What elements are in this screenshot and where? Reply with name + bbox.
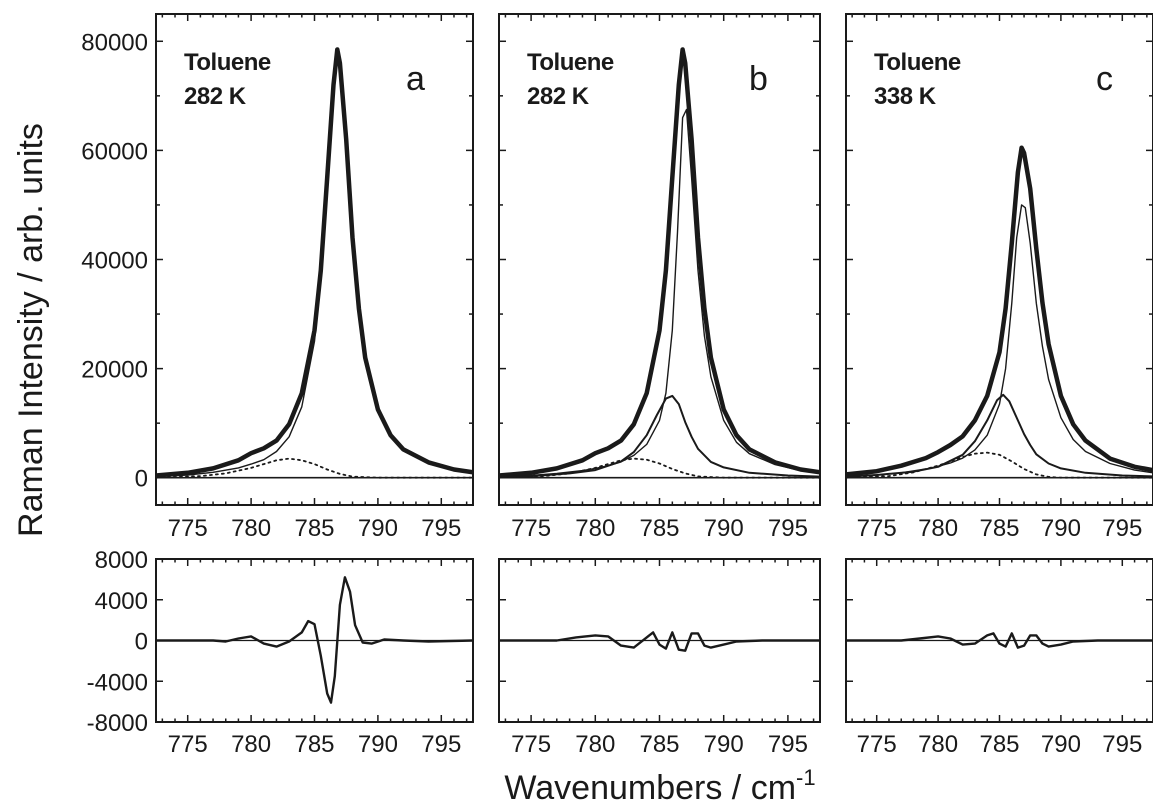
x-tick-label: 775 [857, 515, 897, 542]
panel-b: 775 775 780 780 785 785 790 790 795 795 Toluene 282… [499, 14, 820, 758]
x-tick-label: 785 [294, 515, 334, 542]
x-tick-label: 790 [704, 515, 744, 542]
panel-letter-label: a [406, 60, 425, 98]
x-tick-label: 795 [1102, 515, 1142, 542]
panel-a: 775 775 780 780 785 785 790 790 795 795 0 20000 4000… [81, 14, 473, 758]
series-line-bold [156, 50, 473, 476]
x-tick-label: 785 [979, 515, 1019, 542]
main-curves [499, 50, 820, 478]
x-tick-label: 790 [1041, 515, 1081, 542]
x-axis-title-superscript: -1 [796, 765, 816, 790]
x-tick-label: 790 [704, 731, 744, 758]
series-line-medium [499, 396, 820, 477]
x-tick-label: 780 [575, 731, 615, 758]
y-tick-label: 60000 [81, 138, 148, 165]
x-tick-label: 795 [1102, 731, 1142, 758]
x-tick-label: 775 [168, 731, 208, 758]
y-axis-title: Raman Intensity / arb. units [12, 123, 50, 537]
x-tick-label: 790 [1041, 731, 1081, 758]
series-line-thin [499, 110, 820, 477]
residual-curves [499, 632, 820, 650]
main-curves [846, 148, 1153, 478]
resid-y-tick-label: 0 [135, 629, 148, 656]
panel-temperature-label: 282 K [184, 83, 247, 110]
x-tick-label: 785 [294, 731, 334, 758]
x-axis-title-main: Wavenumbers / cm [504, 769, 796, 807]
panel-letter-label: b [749, 60, 768, 98]
series-line-medium [846, 395, 1153, 477]
panel-temperature-label: 338 K [874, 83, 937, 110]
x-tick-label: 775 [511, 515, 551, 542]
y-tick-label: 20000 [81, 357, 148, 384]
series-line-bold [846, 148, 1153, 475]
resid-y-tick-label: -8000 [87, 710, 148, 737]
main-curves [156, 50, 473, 478]
x-tick-label: 785 [639, 515, 679, 542]
x-tick-label: 780 [575, 515, 615, 542]
x-tick-label: 775 [168, 515, 208, 542]
x-tick-label: 785 [979, 731, 1019, 758]
resid-y-tick-label: 8000 [95, 547, 148, 574]
panel-sample-label: Toluene [184, 49, 271, 76]
x-tick-label: 780 [918, 515, 958, 542]
x-tick-label: 795 [768, 731, 808, 758]
y-tick-label: 80000 [81, 29, 148, 56]
x-tick-label: 780 [231, 515, 271, 542]
residual-line [499, 632, 820, 650]
x-tick-label: 775 [511, 731, 551, 758]
resid-y-tick-label: -4000 [87, 669, 148, 696]
panels-layer: 775 775 780 780 785 785 790 790 795 795 0 20000 4000… [81, 14, 1153, 758]
panel-temperature-label: 282 K [527, 83, 590, 110]
x-tick-label: 775 [857, 731, 897, 758]
x-tick-label: 780 [918, 731, 958, 758]
panel-letter-label: c [1096, 60, 1113, 98]
panel-c: 775 775 780 780 785 785 790 790 795 795 Toluene 338… [846, 14, 1153, 758]
series-line-thin [156, 52, 473, 476]
x-tick-label: 795 [768, 515, 808, 542]
panel-sample-label: Toluene [874, 49, 961, 76]
x-tick-label: 790 [358, 731, 398, 758]
y-tick-label: 40000 [81, 248, 148, 275]
x-tick-label: 780 [231, 731, 271, 758]
x-tick-label: 785 [639, 731, 679, 758]
x-tick-label: 790 [358, 515, 398, 542]
x-tick-label: 795 [421, 515, 461, 542]
x-axis-title: Wavenumbers / cm-1 [504, 765, 815, 807]
resid-y-tick-label: 4000 [95, 588, 148, 615]
x-tick-label: 795 [421, 731, 461, 758]
panel-sample-label: Toluene [527, 49, 614, 76]
y-tick-label: 0 [135, 466, 148, 493]
